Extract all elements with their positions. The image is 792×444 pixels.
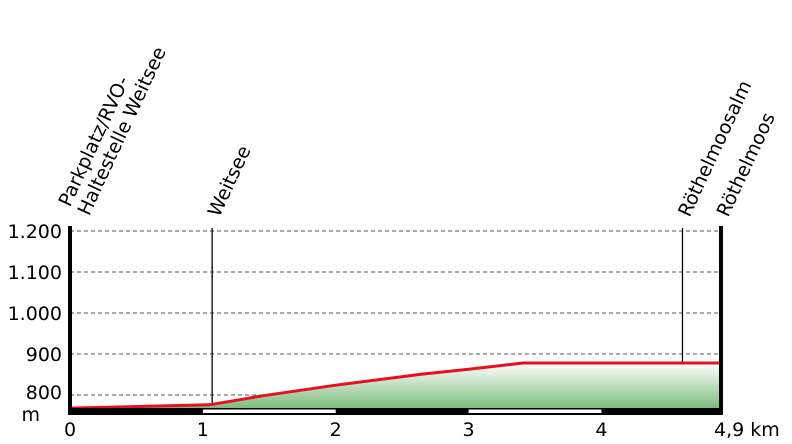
y-tick-label: 1.200 [8,221,62,243]
waypoint-label-line: Weitsee [204,143,256,221]
scale-bar-segment [468,409,602,413]
y-tick-label: 1.100 [8,262,62,284]
x-tick-label: 4 [595,419,607,440]
elevation-area [70,363,721,409]
waypoint-label: Weitsee [204,143,256,221]
axes [68,226,723,415]
y-tick-label: 1.000 [8,303,62,325]
x-tick-label: 0 [64,419,76,440]
waypoint-label: Parkplatz/RVO-Haltestelle Weitsee [55,35,171,219]
y-tick-labels: 800 900 1.000 1.100 1.200 [8,221,62,404]
x-tick-label: 1 [197,419,209,440]
x-tick-labels: 0 1 2 3 4 4,9 km [64,419,780,441]
waypoint-label-text: Parkplatz/RVO-Haltestelle Weitsee [55,35,171,219]
y-tick-label: 800 [26,382,62,404]
waypoint-label-text: Weitsee [204,143,256,221]
waypoints: Parkplatz/RVO-Haltestelle Weitsee Weitsee… [55,35,780,405]
y-tick-label: 900 [26,344,62,366]
x-tick-label: 2 [330,419,342,440]
elevation-line [69,361,721,410]
x-axis-scale-bar [68,408,723,415]
x-tick-label: 4,9 km [714,419,780,440]
x-tick-label: 3 [463,419,475,440]
scale-bar-segment [202,409,336,413]
y-unit-label: m [21,404,40,426]
